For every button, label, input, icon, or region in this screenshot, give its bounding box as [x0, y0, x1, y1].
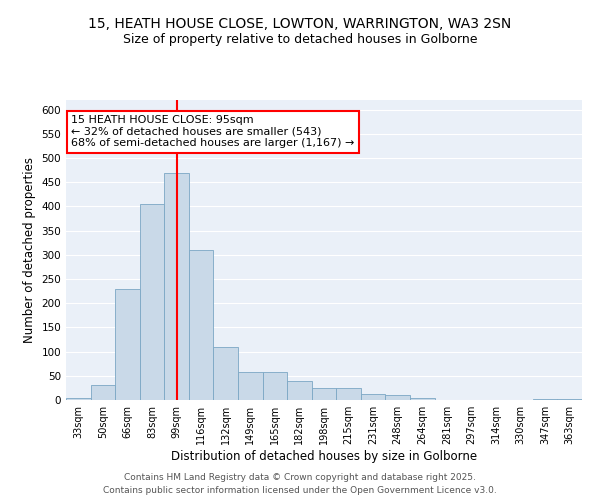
- Text: Size of property relative to detached houses in Golborne: Size of property relative to detached ho…: [123, 32, 477, 46]
- Bar: [263, 372, 287, 400]
- Bar: [312, 388, 336, 400]
- Bar: [533, 398, 557, 400]
- Bar: [238, 372, 263, 400]
- Bar: [66, 398, 91, 400]
- Text: Contains HM Land Registry data © Crown copyright and database right 2025.
Contai: Contains HM Land Registry data © Crown c…: [103, 474, 497, 495]
- Bar: [115, 288, 140, 400]
- Text: 15, HEATH HOUSE CLOSE, LOWTON, WARRINGTON, WA3 2SN: 15, HEATH HOUSE CLOSE, LOWTON, WARRINGTO…: [88, 18, 512, 32]
- Bar: [287, 380, 312, 400]
- Y-axis label: Number of detached properties: Number of detached properties: [23, 157, 36, 343]
- Bar: [410, 398, 434, 400]
- Bar: [361, 394, 385, 400]
- Text: 15 HEATH HOUSE CLOSE: 95sqm
← 32% of detached houses are smaller (543)
68% of se: 15 HEATH HOUSE CLOSE: 95sqm ← 32% of det…: [71, 115, 355, 148]
- Bar: [336, 388, 361, 400]
- Bar: [91, 386, 115, 400]
- Bar: [140, 204, 164, 400]
- Bar: [189, 250, 214, 400]
- Bar: [164, 172, 189, 400]
- Bar: [557, 398, 582, 400]
- X-axis label: Distribution of detached houses by size in Golborne: Distribution of detached houses by size …: [171, 450, 477, 463]
- Bar: [385, 395, 410, 400]
- Bar: [214, 347, 238, 400]
